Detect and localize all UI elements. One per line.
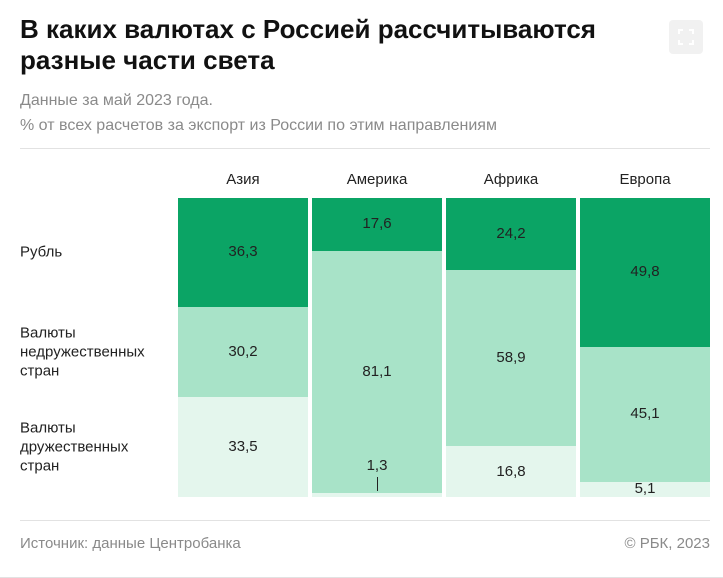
legend-label: Рубль: [20, 243, 63, 261]
bar-segment: [580, 346, 710, 482]
x-tick-label: Америка: [346, 171, 408, 188]
data-label: 1,3: [366, 457, 388, 475]
data-label: 58,9: [496, 349, 526, 367]
legend-label: Валюты дружественных стран: [20, 419, 129, 475]
divider: [20, 520, 710, 521]
bar-segment: [580, 198, 710, 347]
data-label: 45,1: [630, 405, 660, 423]
x-tick-label: Африка: [483, 171, 539, 188]
x-tick-label: Европа: [619, 171, 671, 188]
bar-segment: [446, 270, 576, 447]
fullscreen-icon: [678, 29, 694, 45]
data-label: 17,6: [362, 215, 392, 233]
data-label: 5,1: [634, 480, 656, 498]
bar-segment: [178, 306, 308, 397]
subtitle: % от всех расчетов за экспорт из России …: [20, 117, 497, 134]
source: Источник: данные Центробанка: [20, 535, 241, 552]
data-label: 81,1: [362, 362, 392, 380]
x-tick-label: Азия: [226, 171, 260, 188]
data-label: 49,8: [630, 263, 660, 281]
data-label: 33,5: [228, 437, 258, 455]
subtitle: Данные за май 2023 года.: [20, 92, 213, 109]
bar-segment: [312, 493, 442, 497]
data-label: 36,3: [228, 243, 258, 261]
data-label: 16,8: [496, 462, 526, 480]
legend-label: Валюты недружественных стран: [20, 324, 145, 380]
divider: [20, 148, 710, 149]
bar-segment: [446, 446, 576, 497]
credit: © РБК, 2023: [624, 535, 710, 552]
bar-segment: [446, 198, 576, 271]
bar-segment: [178, 396, 308, 497]
data-label: 30,2: [228, 342, 258, 360]
bar-segment: [312, 198, 442, 251]
label-leader: [376, 477, 378, 492]
fullscreen-button[interactable]: [669, 20, 703, 54]
bar-segment: [312, 250, 442, 494]
chart-title: В каких валютах с Россией рассчитываются…: [20, 14, 596, 75]
bar-segment: [580, 481, 710, 497]
data-label: 24,2: [496, 225, 526, 243]
bar-segment: [178, 198, 308, 307]
